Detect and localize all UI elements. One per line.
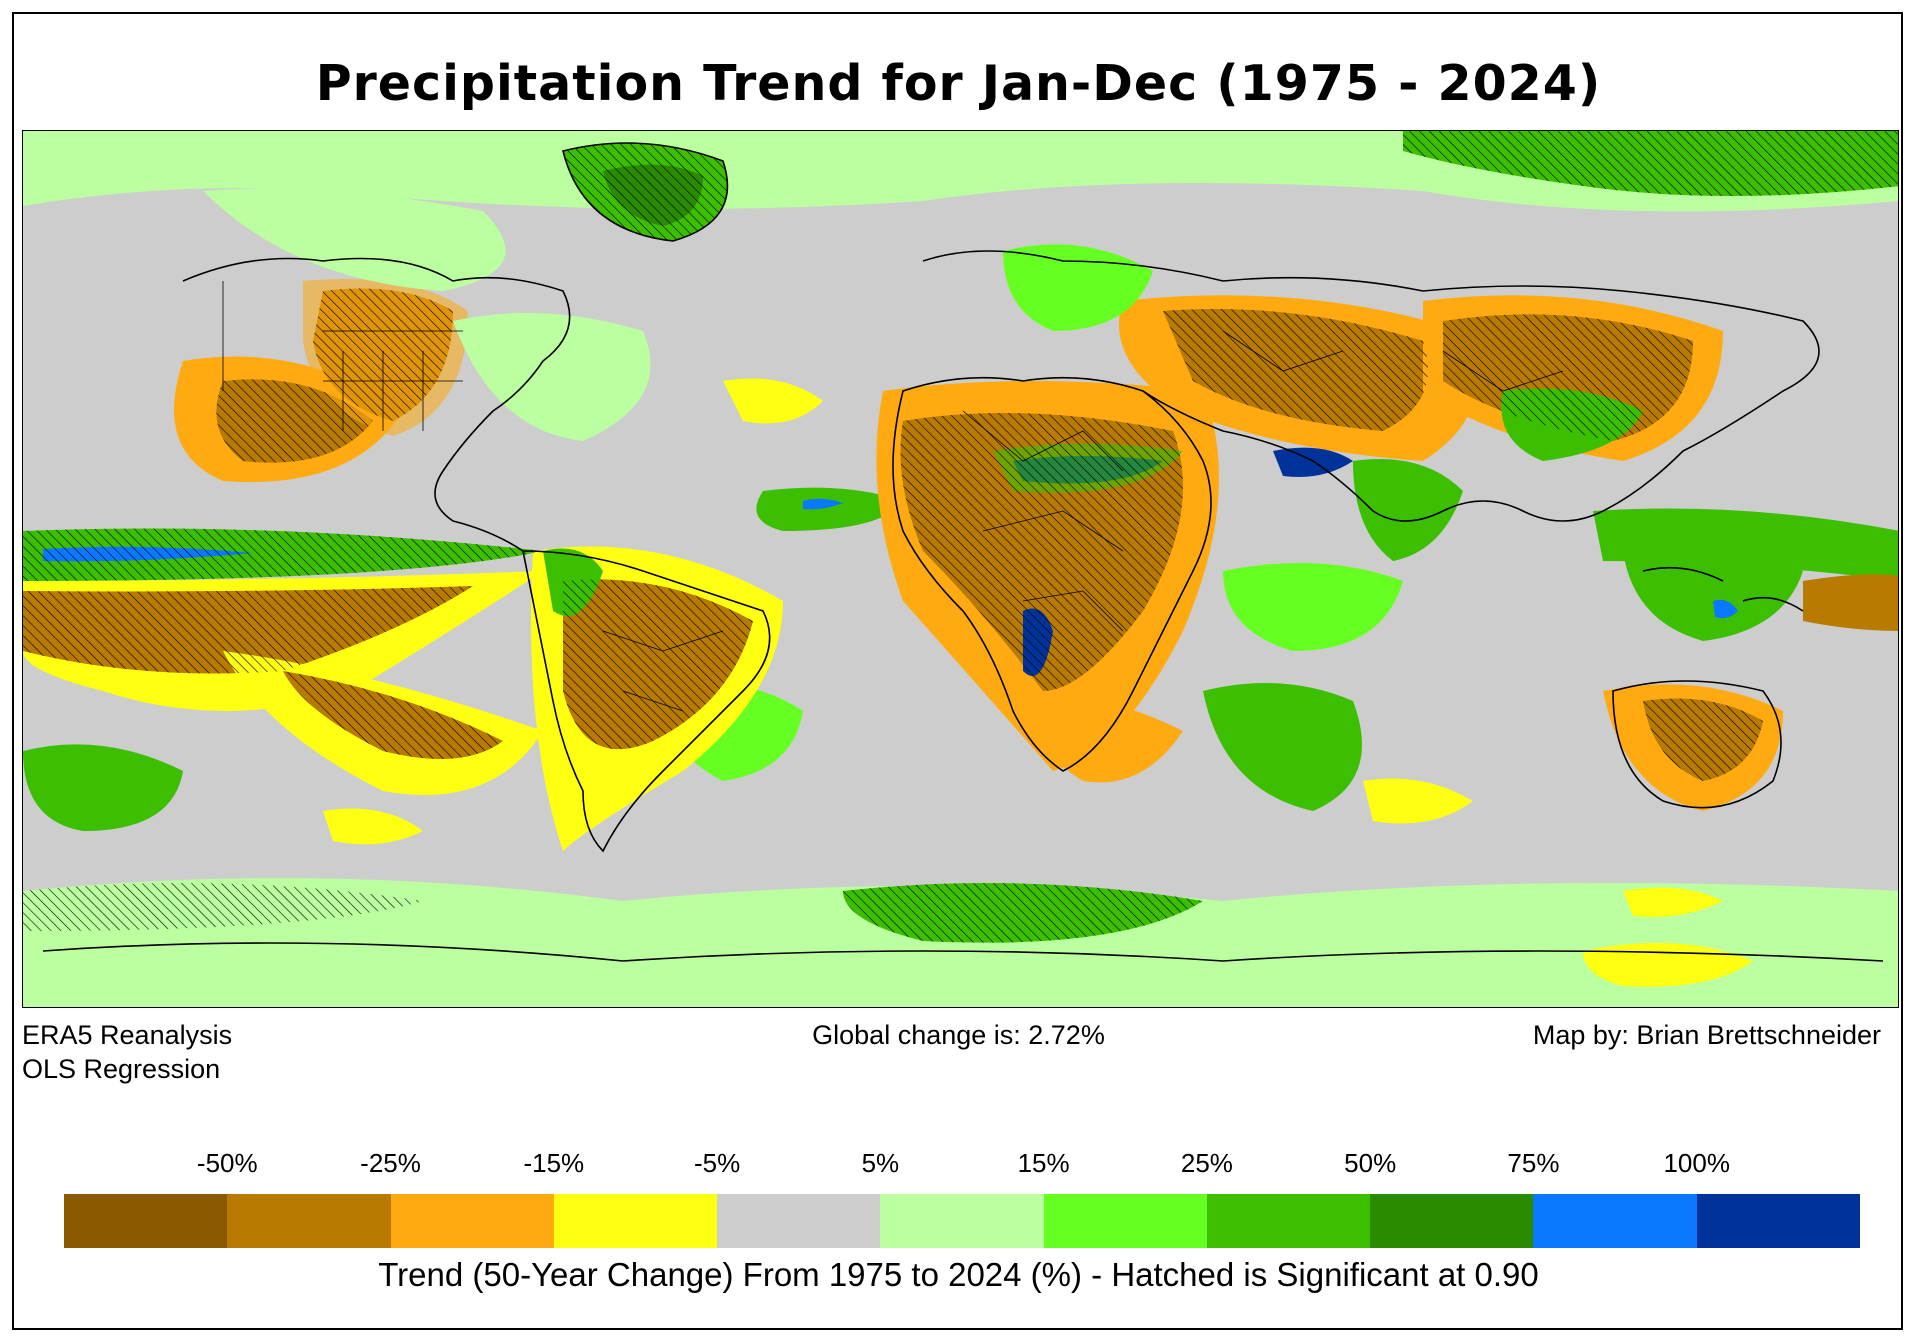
colorbar-label: Trend (50-Year Change) From 1975 to 2024… [378,1256,1539,1293]
north-america-wet [453,313,651,441]
colorbar-segment [1043,1194,1207,1248]
north-atlantic-yellow [723,378,823,424]
arabian-sea-blue [1273,447,1353,477]
east-pacific-dry-east [1803,574,1898,631]
colorbar-segment [717,1194,881,1248]
colorbar-segment [64,1194,228,1248]
west-pacific-wet [1593,508,1898,581]
colorbar-tick-label: 100% [1663,1148,1730,1178]
atlantic-wet-streak [756,487,903,531]
south-africa-dry [1023,691,1183,783]
global-change-label: Global change is: 2.72% [812,1020,1105,1050]
colorbar-tick-label: 5% [861,1148,900,1178]
europe-wet [1003,244,1153,331]
colorbar-tick-label: 75% [1507,1148,1560,1178]
precipitation-trend-map [22,130,1899,1008]
colorbar-ticks: -50% -25% -15% -5% 5% 15% 25% 50% 75% 100% [0,1148,1917,1182]
colorbar-tick-label: -15% [523,1148,585,1178]
colorbar-segment [880,1194,1044,1248]
map-title: Precipitation Trend for Jan-Dec (1975 - … [315,55,1602,112]
credit-label: Map by: Brian Brettschneider [1532,1020,1881,1050]
india-wet [1353,459,1463,561]
colorbar-segment [1370,1194,1534,1248]
figure-frame [12,12,1903,1330]
colorbar-segment [1206,1194,1371,1248]
coastlines [42,142,1884,962]
dataset-note: ERA5 Reanalysis OLS Regression [22,1018,232,1086]
colorbar-segment [227,1194,391,1248]
atlantic-blue [803,498,843,510]
colorbar-tick-label: 15% [1017,1148,1070,1178]
colorbar-tick-label: -50% [196,1148,258,1178]
borders [222,281,1564,712]
colorbar-tick-label: 25% [1180,1148,1233,1178]
south-pacific-wet [23,744,183,831]
significance-hatching [23,131,1898,943]
indian-ocean-wet [1223,563,1403,651]
colorbar-segment [553,1194,718,1248]
colorbar [64,1194,1860,1248]
southern-ocean-yellow-1 [323,808,423,845]
colorbar-tick-label: -5% [693,1148,741,1178]
maritime-blue [1713,599,1738,619]
southern-ocean-yellow-2 [1363,778,1473,824]
colorbar-segment [1533,1194,1697,1248]
antarctic-yellow-2 [1623,887,1723,917]
colorbar-tick-label: -25% [360,1148,421,1178]
method-label: OLS Regression [22,1054,221,1084]
colorbar-segment [1696,1194,1860,1248]
colorbar-tick-label: 50% [1344,1148,1397,1178]
colorbar-segment [390,1194,554,1248]
dataset-label: ERA5 Reanalysis [22,1020,233,1050]
canada-wet [203,188,506,291]
south-indian-wet [1203,683,1362,811]
maritime-continent-wet [1623,544,1803,641]
southern-ocean-wet [23,878,1898,1007]
